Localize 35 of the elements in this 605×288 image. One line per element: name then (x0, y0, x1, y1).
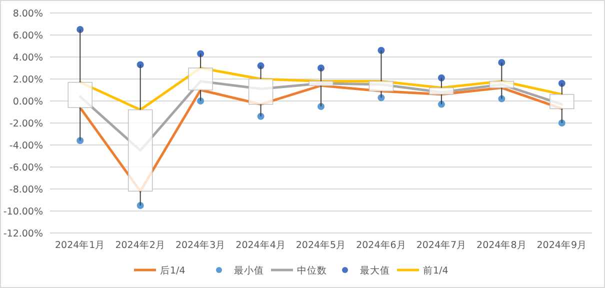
point (318, 64, 324, 72)
y-tick-label: -12.00% (3, 228, 43, 240)
x-tick-label: 2024年7月 (416, 239, 467, 251)
y-tick-label: -2.00% (9, 118, 43, 130)
point (76, 26, 84, 33)
legend-label: 最大值 (360, 264, 390, 276)
y-tick-label: 0.00% (12, 96, 43, 108)
x-tick-label: 2024年3月 (175, 239, 226, 251)
y-tick-label: 8.00% (12, 8, 43, 20)
legend-label: 前1/4 (423, 264, 448, 276)
x-tick-label: 2024年1月 (54, 239, 106, 251)
x-tick-label: 2024年9月 (536, 239, 588, 251)
point (136, 202, 144, 209)
x-tick-label: 2024年2月 (115, 239, 166, 251)
x-tick-label: 2024年5月 (296, 239, 346, 251)
x-tick-label: 2024年4月 (236, 239, 286, 251)
legend-label: 后1/4 (160, 264, 186, 276)
point (498, 59, 506, 66)
point (197, 50, 204, 58)
y-tick-label: -6.00% (9, 162, 43, 174)
x-tick-label: 2024年8月 (476, 239, 527, 251)
legend-label: 最小值 (234, 264, 264, 276)
legend-label: 中位数 (297, 264, 327, 276)
y-tick-label: -10.00% (3, 206, 43, 218)
point (318, 103, 324, 110)
y-tick-label: 4.00% (12, 52, 43, 64)
x-tick-label: 2024年6月 (356, 239, 406, 251)
point (197, 98, 204, 104)
y-tick-label: 2.00% (12, 74, 43, 86)
y-tick-label: -4.00% (9, 140, 43, 152)
point (558, 80, 566, 87)
y-tick-label: 6.00% (12, 30, 43, 42)
point (76, 137, 84, 144)
point (438, 74, 445, 82)
y-tick-label: -8.00% (9, 184, 43, 196)
